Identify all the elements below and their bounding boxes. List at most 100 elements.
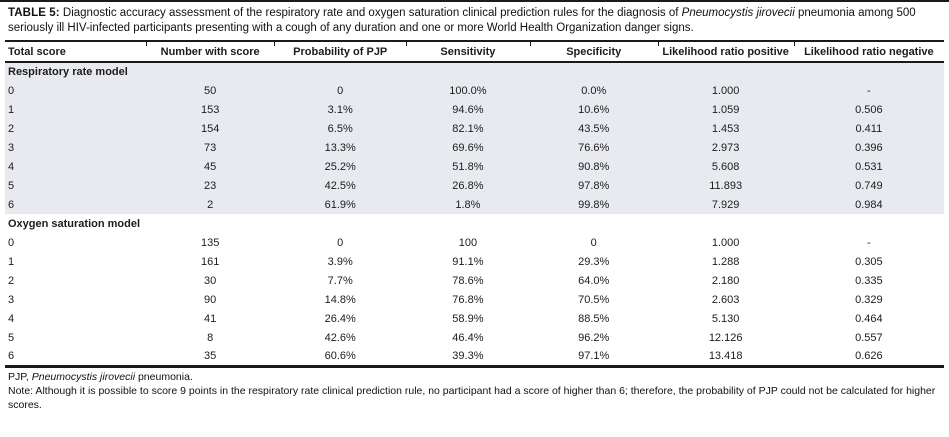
cell: 6 [8, 349, 15, 362]
section-label: Respiratory rate model [8, 66, 128, 78]
cell: 30 [204, 274, 217, 287]
table-body: Respiratory rate model 0 50 0 100.0% 0.0% 1.00… [5, 62, 944, 366]
table-row: 2 30 7.7% 78.6% 64.0% 2.180 0.335 [5, 271, 944, 290]
column-header: Probability of PJP [274, 41, 406, 63]
cell: 70.5% [578, 293, 610, 306]
cell: 0.984 [855, 198, 883, 211]
cell: 61.9% [324, 198, 356, 211]
cell: 45 [204, 160, 217, 173]
column-header: Total score [5, 41, 146, 63]
cell: 96.2% [578, 331, 610, 344]
cell: 153 [200, 103, 220, 116]
table-row: 4 45 25.2% 51.8% 90.8% 5.608 0.531 [5, 157, 944, 176]
cell: 0.396 [855, 141, 883, 154]
cell: 13.418 [708, 349, 743, 362]
table-row: 6 35 60.6% 39.3% 97.1% 13.418 0.626 [5, 347, 944, 366]
cell: 29.3% [578, 255, 610, 268]
cell: 78.6% [452, 274, 484, 287]
cell: 0 [337, 84, 344, 97]
cell: 4 [8, 312, 15, 325]
cell: 5.130 [711, 312, 740, 325]
cell: 3 [8, 141, 15, 154]
header-row: Total score Number with score Probability … [5, 41, 944, 63]
cell: 135 [200, 236, 220, 249]
cell: 2.603 [711, 293, 740, 306]
table-number: TABLE 5: [8, 7, 60, 19]
cell: 46.4% [452, 331, 484, 344]
cell: 94.6% [452, 103, 484, 116]
cell: 97.8% [578, 179, 610, 192]
cell: 64.0% [578, 274, 610, 287]
cell: 88.5% [578, 312, 610, 325]
cell: 0 [8, 236, 15, 249]
table-row: 4 41 26.4% 58.9% 88.5% 5.130 0.464 [5, 309, 944, 328]
abbreviation-note: PJP, Pneumocystis jirovecii pneumonia. [8, 371, 941, 385]
cell: 42.5% [324, 179, 356, 192]
section-header-row: Oxygen saturation model [5, 214, 944, 233]
cell: 161 [200, 255, 220, 268]
table-row: 5 8 42.6% 46.4% 96.2% 12.126 0.557 [5, 328, 944, 347]
table-row: 0 50 0 100.0% 0.0% 1.000 - [5, 81, 944, 100]
column-header: Likelihood ratio positive [657, 41, 794, 63]
cell: 0.506 [855, 103, 883, 116]
cell: 60.6% [324, 349, 356, 362]
table-row: 0 135 0 100 0 1.000 - [5, 233, 944, 252]
column-header: Specificity [529, 41, 658, 63]
cell: 6.5% [327, 122, 353, 135]
table-row: 6 2 61.9% 1.8% 99.8% 7.929 0.984 [5, 195, 944, 214]
cell: 2 [207, 198, 214, 211]
cell: 39.3% [452, 349, 484, 362]
cell: 42.6% [324, 331, 356, 344]
table-row: 5 23 42.5% 26.8% 97.8% 11.893 0.749 [5, 176, 944, 195]
cell: 76.6% [578, 141, 610, 154]
cell: 2.180 [711, 274, 740, 287]
title-text: Diagnostic accuracy assessment of the re… [59, 7, 682, 19]
table-row: 3 90 14.8% 76.8% 70.5% 2.603 0.329 [5, 290, 944, 309]
cell: 35 [204, 349, 217, 362]
cell: 58.9% [452, 312, 484, 325]
cell: 99.8% [578, 198, 610, 211]
table-row: 1 161 3.9% 91.1% 29.3% 1.288 0.305 [5, 252, 944, 271]
cell: 41 [204, 312, 217, 325]
cell: 90.8% [578, 160, 610, 173]
cell: 97.1% [578, 349, 610, 362]
cell: 82.1% [452, 122, 484, 135]
cell: 14.8% [324, 293, 356, 306]
cell: 4 [8, 160, 15, 173]
table-row: 2 154 6.5% 82.1% 43.5% 1.453 0.411 [5, 119, 944, 138]
cell: 26.8% [452, 179, 484, 192]
cell: 0 [8, 84, 15, 97]
cell: 3.9% [327, 255, 353, 268]
cell: 0 [337, 236, 344, 249]
title-text-tail: pneumonia among 500 seriously ill HIV-in… [8, 7, 916, 34]
data-table: Total score Number with score Probability … [5, 40, 944, 368]
cell: 1.453 [711, 122, 740, 135]
abbrev-text: PJP, [8, 370, 32, 383]
cell: 1.8% [455, 198, 481, 211]
cell: 13.3% [324, 141, 356, 154]
cell: 43.5% [578, 122, 610, 135]
column-header: Likelihood ratio negative [793, 41, 944, 63]
cell: 91.1% [452, 255, 484, 268]
cell: 25.2% [324, 160, 356, 173]
cell: 1.000 [711, 84, 740, 97]
cell: 26.4% [324, 312, 356, 325]
table-row: 3 73 13.3% 69.6% 76.6% 2.973 0.396 [5, 138, 944, 157]
cell: - [867, 84, 871, 97]
cell: 3 [8, 293, 15, 306]
cell: 0.557 [855, 331, 883, 344]
cell: 1.000 [711, 236, 740, 249]
table-title: TABLE 5: Diagnostic accuracy assessment … [5, 6, 944, 36]
cell: 1 [8, 103, 15, 116]
cell: 5 [8, 331, 15, 344]
cell: 0.749 [855, 179, 883, 192]
cell: 50 [204, 84, 217, 97]
section-header-row: Respiratory rate model [5, 62, 944, 81]
cell: 12.126 [708, 331, 743, 344]
cell: 2.973 [711, 141, 740, 154]
cell: 0.411 [855, 122, 883, 135]
cell: 1.288 [711, 255, 740, 268]
cell: - [867, 236, 871, 249]
cell: 2 [8, 274, 15, 287]
